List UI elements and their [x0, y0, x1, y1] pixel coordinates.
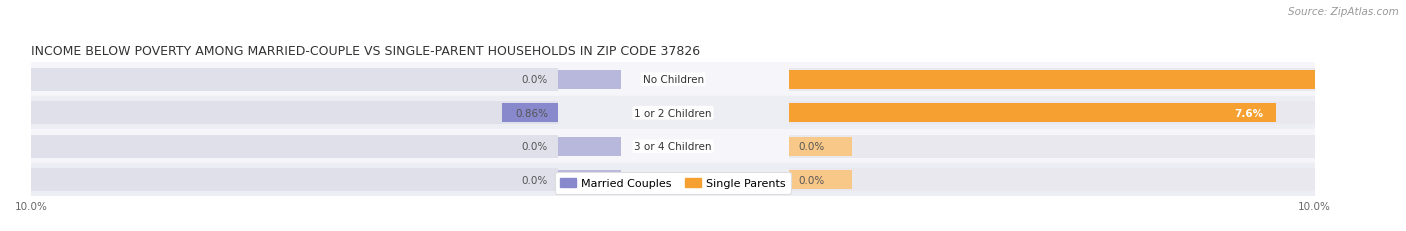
Text: 7.6%: 7.6%: [1234, 108, 1264, 118]
Bar: [31, 163, 1315, 197]
Bar: [31, 97, 1315, 130]
Text: 3 or 4 Children: 3 or 4 Children: [634, 142, 711, 152]
Bar: [31, 68, 558, 91]
Bar: [558, 70, 621, 90]
Text: 1 or 2 Children: 1 or 2 Children: [634, 108, 711, 118]
Text: 0.0%: 0.0%: [522, 175, 548, 185]
Text: 0.0%: 0.0%: [799, 142, 824, 152]
Bar: [789, 70, 1406, 90]
Text: 0.0%: 0.0%: [799, 175, 824, 185]
Text: 5 or more Children: 5 or more Children: [624, 175, 723, 185]
Bar: [789, 137, 852, 156]
Bar: [502, 103, 558, 123]
Bar: [789, 103, 1277, 123]
Bar: [31, 135, 558, 158]
Text: No Children: No Children: [643, 75, 703, 85]
Bar: [789, 102, 1315, 125]
Text: 0.86%: 0.86%: [515, 108, 548, 118]
Bar: [789, 170, 852, 190]
Text: INCOME BELOW POVERTY AMONG MARRIED-COUPLE VS SINGLE-PARENT HOUSEHOLDS IN ZIP COD: INCOME BELOW POVERTY AMONG MARRIED-COUPL…: [31, 45, 700, 58]
Text: 9.8%: 9.8%: [1375, 75, 1405, 85]
Bar: [789, 68, 1315, 91]
Text: Source: ZipAtlas.com: Source: ZipAtlas.com: [1288, 7, 1399, 17]
Bar: [31, 168, 558, 192]
Bar: [31, 102, 558, 125]
Bar: [558, 170, 621, 190]
Bar: [789, 135, 1315, 158]
Bar: [558, 137, 621, 156]
Text: 0.0%: 0.0%: [522, 75, 548, 85]
Bar: [31, 130, 1315, 163]
Bar: [31, 63, 1315, 97]
Legend: Married Couples, Single Parents: Married Couples, Single Parents: [555, 172, 792, 194]
Text: 0.0%: 0.0%: [522, 142, 548, 152]
Bar: [789, 168, 1315, 192]
